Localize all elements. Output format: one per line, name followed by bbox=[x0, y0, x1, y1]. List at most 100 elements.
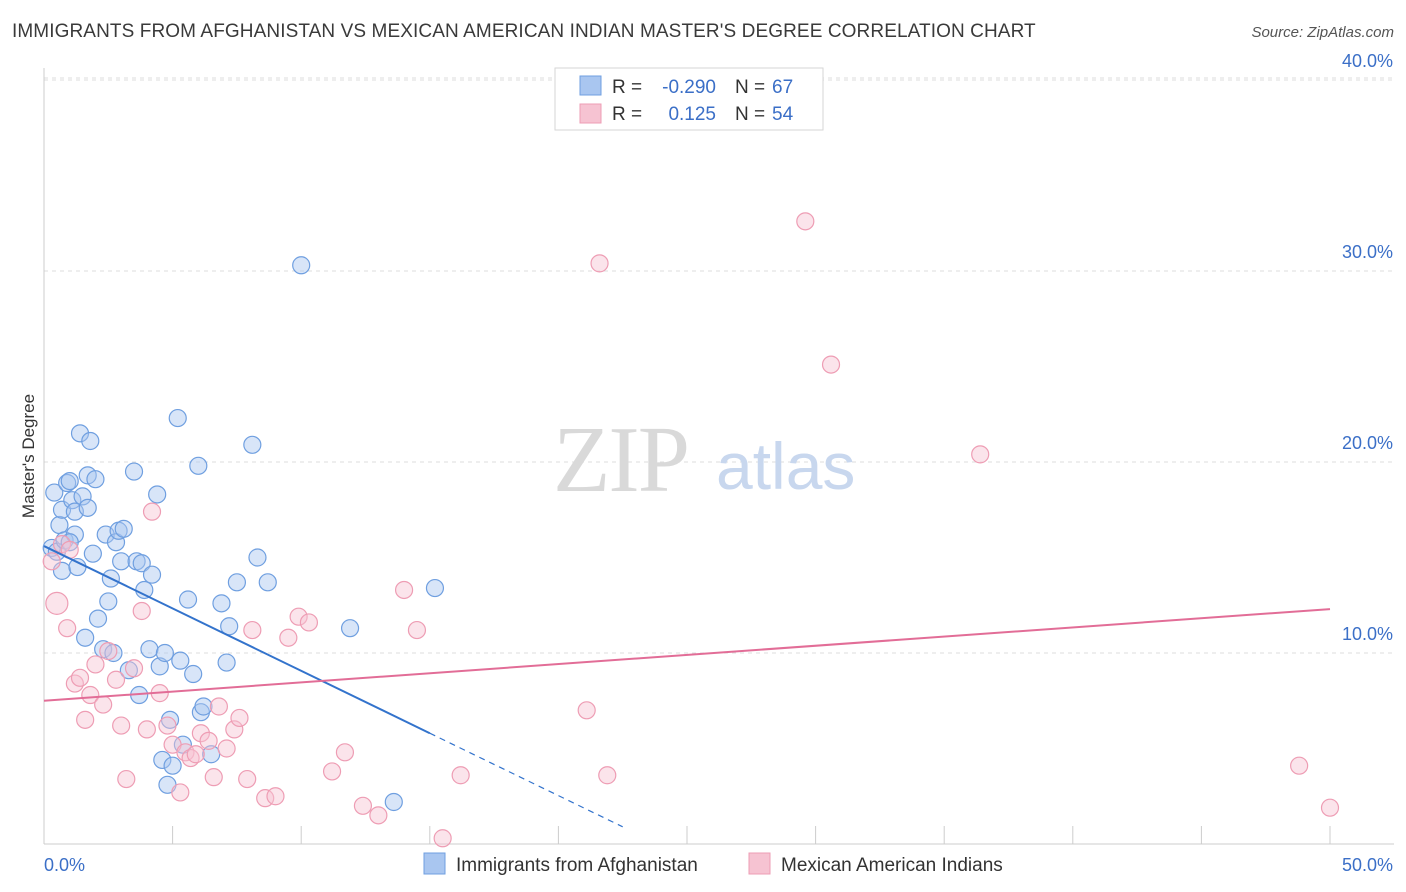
point-mexican-american-indian-29 bbox=[209, 697, 228, 716]
point-mexican-american-indian-7 bbox=[76, 710, 95, 729]
point-mexican-american-indian-25 bbox=[186, 745, 205, 764]
legend-n-label-2: N = bbox=[735, 104, 765, 125]
point-mexican-american-indian-36 bbox=[266, 787, 285, 806]
point-mexican-american-indian-15 bbox=[124, 659, 144, 678]
point-mexican-american-indian-1 bbox=[45, 591, 69, 615]
point-afghanistan-63 bbox=[340, 619, 360, 638]
point-afghanistan-49 bbox=[178, 590, 198, 609]
point-mexican-american-indian-31 bbox=[225, 720, 244, 739]
point-afghanistan-60 bbox=[248, 548, 267, 567]
point-afghanistan-14 bbox=[73, 487, 92, 506]
chart-title: IMMIGRANTS FROM AFGHANISTAN VS MEXICAN A… bbox=[12, 21, 1036, 42]
point-mexican-american-indian-6 bbox=[70, 668, 90, 687]
point-afghanistan-18 bbox=[81, 431, 100, 451]
point-afghanistan-36 bbox=[135, 580, 154, 600]
bottom-legend-swatch-afghanistan bbox=[423, 852, 446, 875]
point-afghanistan-27 bbox=[106, 533, 126, 552]
point-afghanistan-62 bbox=[292, 256, 311, 275]
point-afghanistan-46 bbox=[168, 408, 187, 428]
point-mexican-american-indian-37 bbox=[279, 628, 298, 647]
point-mexican-american-indian-50 bbox=[598, 766, 617, 785]
point-afghanistan-42 bbox=[155, 643, 174, 663]
axes bbox=[43, 68, 1394, 845]
point-mexican-american-indian-10 bbox=[94, 695, 113, 714]
point-mexican-american-indian-12 bbox=[106, 670, 126, 689]
point-mexican-american-indian-28 bbox=[204, 768, 223, 787]
point-afghanistan-17 bbox=[78, 498, 97, 517]
y-tick-label-10: 10.0% bbox=[1342, 624, 1393, 644]
y-tick-label-40: 40.0% bbox=[1342, 51, 1393, 71]
point-mexican-american-indian-44 bbox=[394, 580, 414, 600]
legend-r-label-1: R = bbox=[612, 77, 642, 98]
point-mexican-american-indian-5 bbox=[65, 674, 84, 693]
bottom-legend-label-mexican-american-indian: Mexican American Indians bbox=[781, 855, 1003, 876]
point-mexican-american-indian-20 bbox=[158, 716, 177, 735]
point-afghanistan-8 bbox=[60, 472, 79, 491]
point-mexican-american-indian-43 bbox=[369, 806, 388, 825]
point-mexican-american-indian-11 bbox=[99, 641, 118, 661]
data-points bbox=[42, 212, 1340, 848]
point-afghanistan-45 bbox=[163, 756, 182, 775]
point-mexican-american-indian-9 bbox=[86, 655, 105, 674]
point-afghanistan-13 bbox=[70, 424, 90, 443]
point-afghanistan-32 bbox=[124, 462, 144, 481]
point-mexican-american-indian-30 bbox=[217, 739, 236, 758]
point-mexican-american-indian-13 bbox=[112, 716, 131, 735]
point-mexican-american-indian-14 bbox=[117, 769, 136, 789]
point-mexican-american-indian-40 bbox=[322, 762, 342, 781]
point-afghanistan-41 bbox=[153, 750, 172, 770]
point-afghanistan-61 bbox=[258, 573, 277, 592]
gridlines bbox=[44, 77, 1394, 654]
point-mexican-american-indian-3 bbox=[58, 619, 77, 638]
watermark: ZIP atlas bbox=[553, 408, 855, 512]
point-mexican-american-indian-17 bbox=[137, 720, 156, 739]
point-afghanistan-65 bbox=[425, 578, 445, 598]
point-mexican-american-indian-47 bbox=[451, 766, 470, 785]
point-afghanistan-37 bbox=[140, 640, 159, 659]
point-afghanistan-15 bbox=[76, 628, 95, 647]
point-afghanistan-12 bbox=[68, 557, 87, 577]
point-mexican-american-indian-41 bbox=[335, 743, 355, 762]
point-afghanistan-38 bbox=[142, 565, 162, 584]
point-afghanistan-64 bbox=[384, 792, 403, 812]
point-afghanistan-53 bbox=[194, 697, 213, 716]
point-afghanistan-59 bbox=[243, 435, 262, 454]
point-mexican-american-indian-51 bbox=[796, 212, 815, 231]
legend-r-value-2: 0.125 bbox=[668, 104, 716, 125]
point-afghanistan-47 bbox=[171, 651, 190, 670]
trend-line-afghanistan bbox=[43, 545, 431, 735]
point-afghanistan-29 bbox=[112, 552, 131, 571]
point-mexican-american-indian-22 bbox=[171, 783, 190, 802]
point-mexican-american-indian-49 bbox=[590, 254, 609, 273]
legend-r-value-1: -0.290 bbox=[662, 77, 716, 98]
point-afghanistan-58 bbox=[227, 573, 246, 592]
point-mexican-american-indian-53 bbox=[971, 445, 990, 464]
point-afghanistan-1 bbox=[45, 483, 64, 502]
point-mexican-american-indian-52 bbox=[821, 355, 841, 374]
legend-n-value-2: 54 bbox=[772, 104, 794, 125]
y-axis-label: Master's Degree bbox=[19, 394, 38, 518]
y-tick-label-30: 30.0% bbox=[1342, 242, 1393, 262]
point-afghanistan-39 bbox=[148, 485, 167, 504]
point-mexican-american-indian-55 bbox=[1320, 798, 1340, 817]
point-mexican-american-indian-42 bbox=[353, 796, 373, 815]
point-mexican-american-indian-8 bbox=[81, 685, 100, 705]
point-afghanistan-40 bbox=[150, 657, 169, 676]
correlation-legend: R = -0.290 N = 67 R = 0.125 N = 54 bbox=[554, 67, 824, 131]
x-tick-label-max: 50.0% bbox=[1342, 855, 1393, 875]
point-afghanistan-7 bbox=[58, 473, 77, 493]
point-mexican-american-indian-54 bbox=[1290, 756, 1309, 775]
watermark-atlas: atlas bbox=[716, 429, 855, 503]
point-afghanistan-56 bbox=[217, 653, 236, 672]
point-afghanistan-20 bbox=[86, 470, 105, 489]
point-afghanistan-51 bbox=[189, 456, 208, 475]
point-mexican-american-indian-48 bbox=[577, 701, 596, 720]
point-mexican-american-indian-34 bbox=[243, 620, 262, 640]
point-mexican-american-indian-33 bbox=[238, 769, 257, 789]
point-mexican-american-indian-46 bbox=[433, 829, 452, 848]
trend-line-mexican-american-indian bbox=[43, 608, 1331, 702]
point-mexican-american-indian-32 bbox=[230, 708, 249, 728]
y-tick-label-20: 20.0% bbox=[1342, 433, 1393, 453]
point-mexican-american-indian-38 bbox=[289, 607, 308, 626]
point-mexican-american-indian-26 bbox=[191, 724, 210, 743]
